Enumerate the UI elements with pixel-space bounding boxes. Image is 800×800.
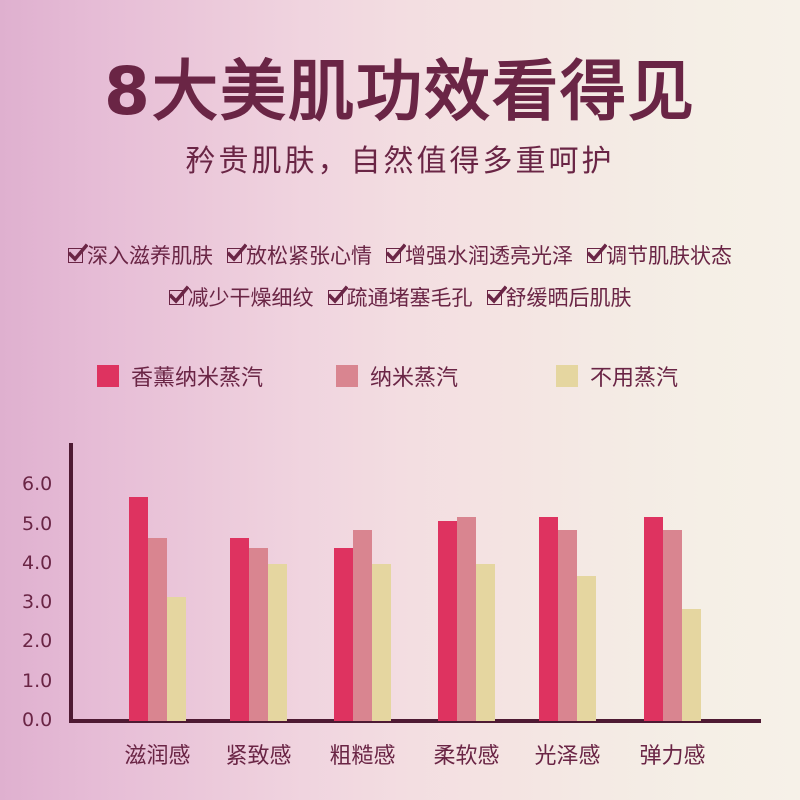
y-axis (69, 443, 73, 723)
bar (577, 575, 596, 721)
y-tick-label: 0.0 (22, 709, 53, 731)
bar (167, 597, 186, 721)
checkbox-checked-icon (327, 285, 348, 305)
feature-item: 增强水润透亮光泽 (386, 240, 573, 270)
x-category-label: 紧致感 (225, 744, 292, 769)
feature-row-2: 减少干燥细纹 疏通堵塞毛孔 舒缓晒后肌肤 (0, 282, 800, 312)
bar (438, 520, 457, 721)
bar (457, 516, 476, 721)
bar (334, 548, 353, 721)
x-category-label: 滋润感 (124, 744, 191, 769)
bar (539, 516, 558, 721)
feature-item: 深入滋养肌肤 (68, 240, 213, 270)
feature-item: 疏通堵塞毛孔 (327, 282, 473, 312)
bar (558, 530, 577, 721)
legend-label: 纳米蒸汽 (370, 366, 459, 391)
bar (644, 516, 663, 721)
bar (148, 538, 167, 721)
feature-item: 减少干燥细纹 (168, 282, 314, 312)
checkbox-checked-icon (486, 285, 507, 305)
legend-item: 香薰纳米蒸汽 (97, 360, 263, 392)
page-title: 8大美肌功效看得见 (104, 53, 696, 130)
checkbox-checked-icon (168, 285, 189, 305)
y-tick-label: 5.0 (22, 512, 53, 535)
y-tick-label: 1.0 (22, 669, 53, 692)
chart-legend: 香薰纳米蒸汽 纳米蒸汽 不用蒸汽 (0, 360, 800, 394)
bar (268, 563, 287, 721)
legend-item: 不用蒸汽 (556, 360, 678, 392)
checkbox-checked-icon (386, 243, 406, 263)
bar (682, 608, 701, 721)
bar (372, 563, 391, 721)
legend-item: 纳米蒸汽 (336, 360, 458, 392)
feature-item: 舒缓晒后肌肤 (486, 282, 632, 312)
feature-label: 减少干燥细纹 (187, 286, 314, 310)
legend-swatch (336, 365, 358, 387)
bar (230, 538, 249, 721)
feature-label: 疏通堵塞毛孔 (346, 286, 473, 310)
checkbox-checked-icon (68, 243, 88, 263)
x-category-label: 弹力感 (639, 744, 706, 769)
bar (249, 548, 268, 721)
feature-label: 深入滋养肌肤 (87, 244, 213, 268)
feature-label: 调节肌肤状态 (606, 244, 732, 268)
y-tick-label: 2.0 (22, 630, 53, 653)
legend-label: 香薰纳米蒸汽 (131, 366, 264, 391)
legend-swatch (556, 365, 578, 387)
checkbox-checked-icon (227, 243, 247, 263)
feature-item: 调节肌肤状态 (587, 240, 732, 270)
y-tick-label: 4.0 (22, 551, 53, 574)
feature-row-1: 深入滋养肌肤 放松紧张心情 增强水润透亮光泽 调节肌肤状态 (0, 240, 800, 270)
y-tick-label: 3.0 (22, 591, 53, 614)
legend-swatch (97, 365, 119, 387)
feature-label: 增强水润透亮光泽 (405, 244, 573, 268)
legend-label: 不用蒸汽 (590, 366, 679, 391)
feature-label: 放松紧张心情 (246, 244, 372, 268)
bar (353, 530, 372, 721)
page-subtitle: 矜贵肌肤，自然值得多重呵护 (185, 144, 615, 179)
feature-label: 舒缓晒后肌肤 (505, 286, 632, 310)
x-category-label: 粗糙感 (329, 744, 396, 769)
bar (476, 563, 495, 721)
checkbox-checked-icon (587, 243, 607, 263)
x-category-label: 光泽感 (534, 744, 601, 769)
bar (129, 496, 148, 721)
x-axis (69, 719, 761, 723)
feature-item: 放松紧张心情 (227, 240, 372, 270)
y-tick-label: 6.0 (22, 473, 53, 496)
x-category-label: 柔软感 (433, 744, 500, 769)
bar (663, 530, 682, 721)
